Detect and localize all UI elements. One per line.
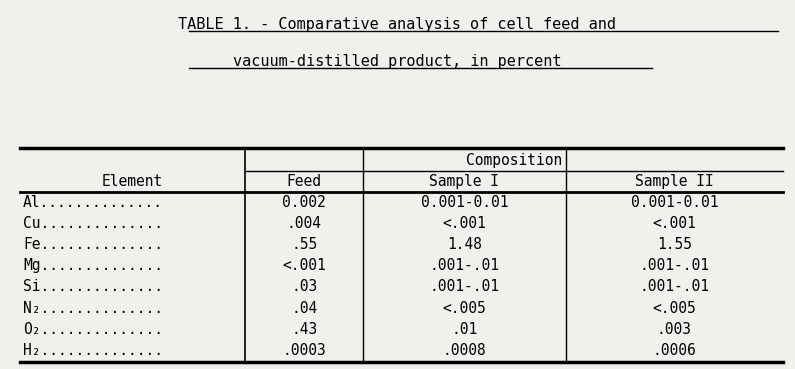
Text: <.005: <.005 <box>443 300 487 315</box>
Text: Element: Element <box>102 174 163 189</box>
Text: .0003: .0003 <box>282 343 326 358</box>
Text: .03: .03 <box>291 279 317 294</box>
Text: 1.48: 1.48 <box>447 237 482 252</box>
Text: .004: .004 <box>287 216 322 231</box>
Text: <.001: <.001 <box>282 258 326 273</box>
Text: 0.001-0.01: 0.001-0.01 <box>421 195 508 210</box>
Text: vacuum-distilled product, in percent: vacuum-distilled product, in percent <box>233 54 562 69</box>
Text: .01: .01 <box>452 322 478 337</box>
Text: .43: .43 <box>291 322 317 337</box>
Text: H₂..............: H₂.............. <box>23 343 163 358</box>
Text: TABLE 1. - Comparative analysis of cell feed and: TABLE 1. - Comparative analysis of cell … <box>179 17 616 32</box>
Text: O₂..............: O₂.............. <box>23 322 163 337</box>
Text: Sample I: Sample I <box>429 174 499 189</box>
Text: Feed: Feed <box>287 174 322 189</box>
Text: .04: .04 <box>291 300 317 315</box>
Text: <.001: <.001 <box>443 216 487 231</box>
Text: Composition: Composition <box>466 152 562 168</box>
Text: .0006: .0006 <box>653 343 696 358</box>
Text: Mg..............: Mg.............. <box>23 258 163 273</box>
Text: .0008: .0008 <box>443 343 487 358</box>
Text: Al..............: Al.............. <box>23 195 163 210</box>
Text: .001-.01: .001-.01 <box>639 279 709 294</box>
Text: Fe..............: Fe.............. <box>23 237 163 252</box>
Text: .55: .55 <box>291 237 317 252</box>
Text: .003: .003 <box>657 322 692 337</box>
Text: N₂..............: N₂.............. <box>23 300 163 315</box>
Text: Cu..............: Cu.............. <box>23 216 163 231</box>
Text: Si..............: Si.............. <box>23 279 163 294</box>
Text: .001-.01: .001-.01 <box>429 279 499 294</box>
Text: 0.001-0.01: 0.001-0.01 <box>630 195 718 210</box>
Text: .001-.01: .001-.01 <box>639 258 709 273</box>
Text: .001-.01: .001-.01 <box>429 258 499 273</box>
Text: <.005: <.005 <box>653 300 696 315</box>
Text: 1.55: 1.55 <box>657 237 692 252</box>
Text: Sample II: Sample II <box>635 174 714 189</box>
Text: 0.002: 0.002 <box>282 195 326 210</box>
Text: <.001: <.001 <box>653 216 696 231</box>
